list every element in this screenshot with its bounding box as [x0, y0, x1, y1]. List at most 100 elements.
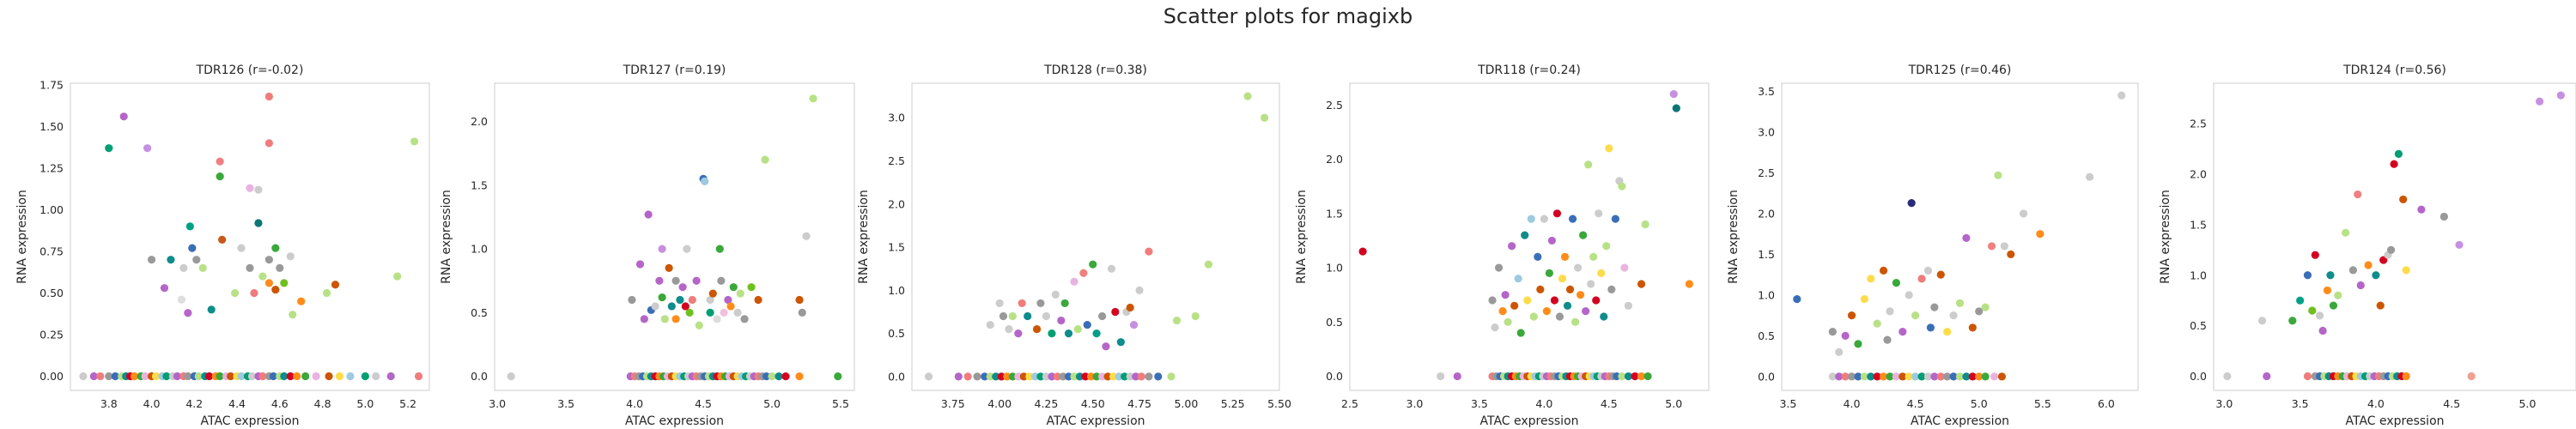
- data-point-zero: [768, 372, 776, 381]
- data-point-zero: [781, 372, 790, 381]
- data-point-zero: [1936, 372, 1945, 381]
- data-point-zero: [1014, 372, 1023, 381]
- data-point-zero: [1053, 372, 1062, 381]
- data-point-zero: [1025, 372, 1034, 381]
- x-axis-label: ATAC expression: [1911, 414, 2009, 428]
- data-point-zero: [1030, 372, 1039, 381]
- data-point-zero: [1860, 372, 1868, 381]
- data-point: [264, 92, 273, 101]
- data-point-zero: [141, 372, 149, 381]
- data-point: [276, 263, 284, 272]
- data-point: [393, 272, 402, 281]
- data-point: [216, 172, 224, 181]
- x-tick-label: 4.5: [695, 397, 712, 410]
- data-point: [1620, 263, 1629, 272]
- data-point-zero: [1879, 372, 1888, 381]
- data-point-zero: [1867, 372, 1875, 381]
- data-point: [726, 302, 735, 311]
- data-point: [995, 299, 1004, 308]
- data-point: [1547, 236, 1557, 245]
- data-point: [280, 279, 289, 287]
- data-point-zero: [1892, 372, 1900, 381]
- x-tick-label: 5.0: [1665, 397, 1682, 410]
- y-axis-label: RNA expression: [1295, 190, 1309, 284]
- data-point: [1089, 260, 1097, 269]
- data-point-zero: [258, 372, 267, 381]
- x-axis-label: ATAC expression: [1479, 414, 1578, 428]
- data-point: [1018, 299, 1026, 308]
- y-tick-label: 1.25: [39, 161, 64, 174]
- data-point: [701, 177, 709, 185]
- data-point: [2342, 228, 2350, 237]
- data-point: [802, 232, 811, 240]
- y-tick-label: 2.0: [1326, 153, 1343, 166]
- data-point: [1491, 323, 1499, 332]
- data-point: [218, 235, 227, 244]
- x-tick-label: 5.0: [763, 397, 781, 410]
- data-point-zero: [184, 372, 192, 381]
- data-point-zero: [346, 372, 355, 381]
- data-point: [1032, 325, 1042, 334]
- y-axis-label: RNA expression: [857, 190, 871, 284]
- data-point: [264, 256, 273, 264]
- data-point: [1508, 242, 1516, 251]
- y-tick-label: 0.5: [2190, 319, 2207, 332]
- data-point: [2356, 281, 2365, 290]
- x-tick-label: 4.0: [2367, 397, 2385, 410]
- data-point: [143, 144, 152, 153]
- data-point: [676, 295, 684, 305]
- data-point-zero: [1981, 372, 1990, 381]
- data-point: [1600, 312, 1608, 321]
- data-point: [289, 311, 297, 319]
- data-point-zero: [1899, 372, 1907, 381]
- data-point: [1607, 285, 1616, 293]
- data-point: [999, 311, 1008, 321]
- data-point: [678, 283, 687, 292]
- data-point: [2007, 250, 2015, 259]
- data-point-zero: [162, 372, 171, 381]
- data-point-zero: [1115, 372, 1123, 381]
- data-point: [2376, 301, 2385, 310]
- data-point-zero: [414, 372, 423, 381]
- data-point: [1573, 263, 1583, 272]
- data-point: [1514, 275, 1522, 283]
- data-point-zero: [834, 372, 842, 381]
- data-point-zero: [1086, 372, 1096, 381]
- data-point: [147, 256, 156, 264]
- data-point: [1042, 311, 1051, 321]
- data-point: [1516, 329, 1525, 337]
- data-point: [1828, 328, 1837, 336]
- data-point: [720, 308, 728, 317]
- data-point: [1024, 311, 1032, 321]
- data-point-zero: [973, 372, 981, 381]
- data-point: [246, 263, 254, 272]
- data-point: [192, 256, 201, 264]
- x-tick-label: 5.0: [2519, 397, 2537, 410]
- data-point: [1911, 311, 1920, 320]
- data-point: [2417, 205, 2426, 214]
- y-tick-label: 2.0: [1758, 207, 1775, 220]
- data-point: [1860, 295, 1868, 304]
- data-point-zero: [1841, 372, 1850, 381]
- data-point-zero: [301, 372, 310, 381]
- data-point-zero: [1962, 372, 1971, 381]
- data-point: [747, 283, 756, 292]
- x-tick-label: 5.0: [356, 397, 374, 410]
- data-point: [1135, 286, 1144, 294]
- data-point-zero: [1048, 372, 1056, 381]
- data-point-zero: [1618, 372, 1626, 381]
- x-tick-label: 3.75: [941, 397, 965, 410]
- data-point-zero: [924, 372, 933, 381]
- data-point: [683, 245, 691, 253]
- data-point: [2308, 306, 2317, 315]
- data-point: [1111, 307, 1120, 317]
- data-point: [1488, 296, 1497, 305]
- y-tick-label: 3.0: [1758, 125, 1775, 138]
- data-point-zero: [997, 372, 1005, 381]
- data-point: [1883, 335, 1892, 344]
- data-point: [1577, 291, 1585, 299]
- data-point-zero: [173, 372, 182, 381]
- y-tick-label: 3.5: [1758, 85, 1775, 98]
- data-point: [2323, 286, 2332, 295]
